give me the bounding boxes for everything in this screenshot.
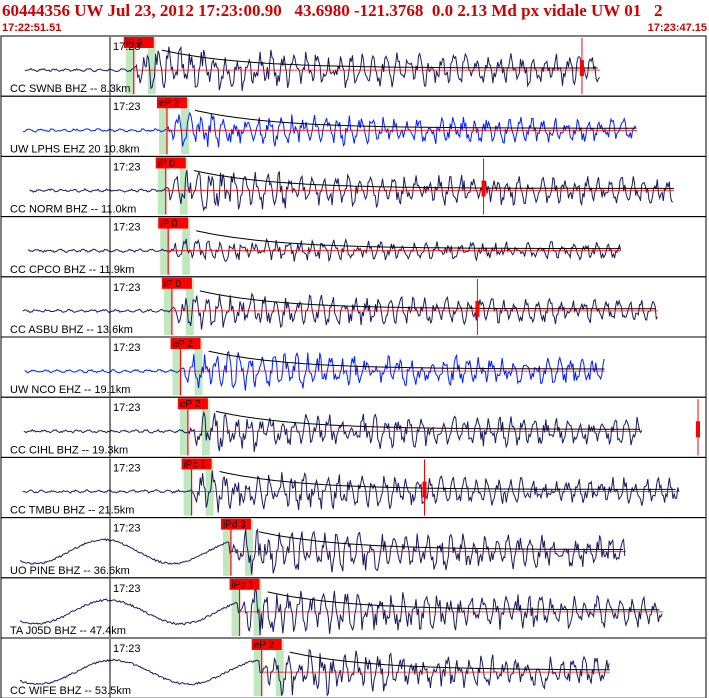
pick-window-11-2 <box>275 640 284 697</box>
station-label-10: TA J05D BHZ -- 47.4km <box>10 625 126 637</box>
pick-label-7: eP 2 <box>180 399 201 410</box>
pick-label-10: iPc 1 <box>232 580 255 591</box>
pick-window-4-1 <box>160 218 169 275</box>
pick-window-10-1 <box>231 579 240 636</box>
pick-window-5-2 <box>185 278 194 335</box>
time-start-label: 17:22:51.51 <box>2 22 62 34</box>
station-label-7: CC CIHL BHZ -- 19.3km <box>10 444 128 456</box>
pick-box-5 <box>161 277 192 289</box>
pick-box-10 <box>229 578 260 590</box>
waveform-3 <box>29 170 674 212</box>
coda-curve-10 <box>267 591 660 611</box>
tick-label-5: 17:23 <box>113 282 141 294</box>
coda-curve-4 <box>196 230 621 250</box>
pick-window-11-1 <box>253 640 262 697</box>
pick-box-9 <box>220 518 251 530</box>
pick-label-1: iP 3 <box>126 38 143 49</box>
pick-label-5: iP 0 <box>164 279 181 290</box>
pick-label-2: eP 2 <box>159 98 180 109</box>
waveform-10 <box>19 586 663 636</box>
pick-label-11: eP 2 <box>254 640 275 651</box>
coda-curve-2 <box>194 109 635 129</box>
station-label-2: UW LPHS EHZ 20 10.8km <box>10 143 140 155</box>
pick-box-7 <box>177 398 208 410</box>
pick-window-9-2 <box>244 519 253 576</box>
station-label-1: CC SWNB BHZ -- 8.3km <box>10 83 130 95</box>
pick-box-1 <box>123 37 154 48</box>
pick-window-6-1 <box>172 339 181 396</box>
pick-window-2-1 <box>158 98 167 155</box>
tick-label-11: 17:23 <box>113 643 141 655</box>
waveform-4 <box>27 237 622 263</box>
pick-window-1-1 <box>125 38 134 95</box>
coda-curve-7 <box>215 410 640 430</box>
pick-label-8: iPc 1 <box>184 459 207 470</box>
station-label-9: UO PINE BHZ -- 36.6km <box>10 565 130 577</box>
pick-box-4 <box>158 217 189 229</box>
pick-label-9: iPd 3 <box>223 520 246 531</box>
station-label-11: CC WIFE BHZ -- 53.5km <box>10 685 131 697</box>
station-label-6: UW NCO EHZ -- 19.1km <box>10 384 130 396</box>
pick-window-4-2 <box>182 218 191 275</box>
tick-label-1: 17:23 <box>113 41 141 53</box>
tick-label-2: 17:23 <box>113 101 141 113</box>
station-label-3: CC NORM BHZ -- 11.0km <box>10 204 136 216</box>
coda-curve-3 <box>193 170 674 189</box>
tick-label-8: 17:23 <box>113 462 141 474</box>
waveform-6 <box>24 350 605 391</box>
pick-window-8-1 <box>183 459 192 516</box>
tick-label-10: 17:23 <box>113 583 141 595</box>
pick-label-3: iP 0 <box>158 158 175 169</box>
pick-window-5-1 <box>163 278 172 335</box>
trace-frame-11 <box>0 637 707 698</box>
station-label-4: CC CPCO BHZ -- 11.9km <box>10 264 134 276</box>
pick-window-7-1 <box>179 399 188 456</box>
waveform-5 <box>22 292 658 330</box>
pick-box-2 <box>156 97 187 109</box>
coda-curve-5 <box>199 290 656 310</box>
station-label-5: CC ASBU BHZ -- 13.6km <box>10 324 133 336</box>
time-end-label: 17:23:47.15 <box>647 22 707 34</box>
pick-label-4: iP 0 <box>160 219 177 230</box>
coda-curve-8 <box>219 471 676 490</box>
pick-window-3-2 <box>179 158 188 215</box>
pick-window-8-2 <box>205 459 214 516</box>
tick-label-4: 17:23 <box>113 222 141 234</box>
event-title: 60444356 UW Jul 23, 2012 17:23:00.90 43.… <box>2 1 663 20</box>
pick-box-3 <box>155 157 186 169</box>
coda-curve-6 <box>208 350 605 370</box>
pick-box-8 <box>181 458 212 470</box>
waveform-7 <box>23 410 643 452</box>
pick-window-1-2 <box>147 38 156 95</box>
coda-curve-1 <box>161 49 598 69</box>
coda-curve-9 <box>258 531 623 550</box>
tick-label-7: 17:23 <box>113 402 141 414</box>
waveform-11 <box>19 648 610 697</box>
pick-window-2-2 <box>180 98 189 155</box>
coda-curve-11 <box>289 651 610 671</box>
tick-label-3: 17:23 <box>113 161 141 173</box>
station-label-8: CC TMBU BHZ -- 21.5km <box>10 505 134 517</box>
pick-box-11 <box>251 639 282 650</box>
waveform-8 <box>22 470 680 513</box>
tick-label-9: 17:23 <box>113 523 141 535</box>
pick-label-6: eP 2 <box>173 339 194 350</box>
pick-window-3-1 <box>157 158 166 215</box>
pick-window-6-2 <box>194 339 203 396</box>
waveform-9 <box>19 528 626 575</box>
pick-box-6 <box>170 338 201 349</box>
tick-label-6: 17:23 <box>113 342 141 354</box>
pick-window-9-1 <box>222 519 231 576</box>
